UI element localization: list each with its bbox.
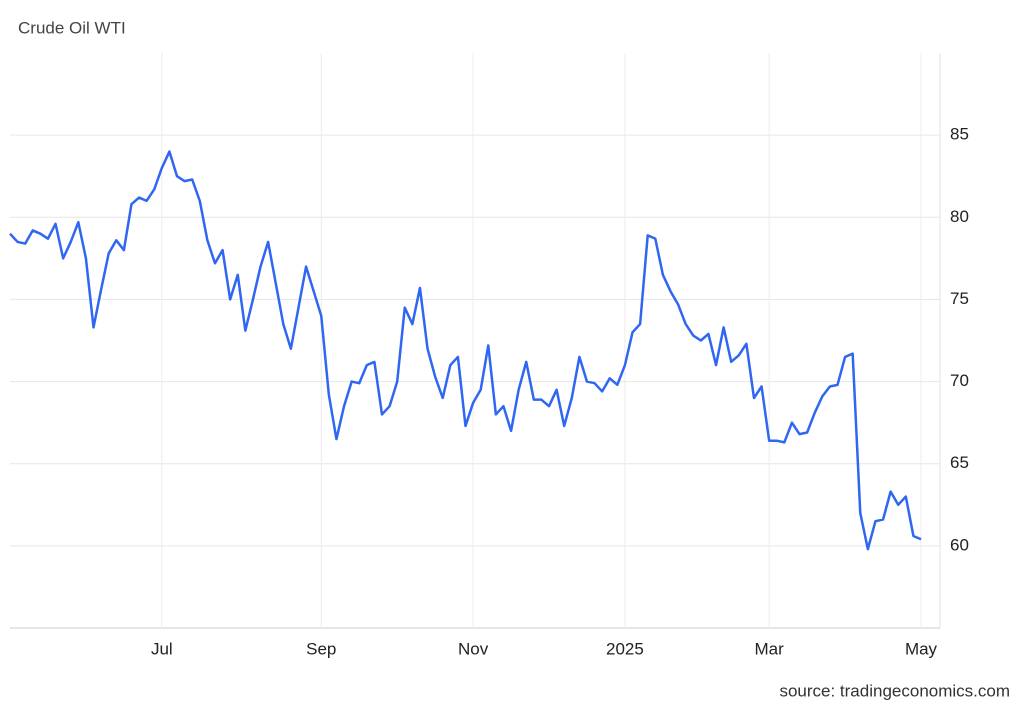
y-tick-label: 85 [950, 125, 969, 144]
x-tick-label: Sep [306, 639, 336, 658]
x-tick-label: May [905, 639, 938, 658]
y-tick-label: 75 [950, 289, 969, 308]
source-note: source: tradingeconomics.com [779, 681, 1010, 700]
x-tick-label: Jul [151, 639, 173, 658]
y-tick-label: 60 [950, 535, 969, 554]
chart-title: Crude Oil WTI [18, 18, 126, 37]
y-tick-label: 65 [950, 453, 969, 472]
x-tick-label: 2025 [606, 639, 644, 658]
y-tick-label: 70 [950, 371, 969, 390]
x-tick-label: Mar [755, 639, 785, 658]
x-tick-label: Nov [458, 639, 489, 658]
price-line [9, 150, 922, 551]
y-tick-label: 80 [950, 207, 969, 226]
